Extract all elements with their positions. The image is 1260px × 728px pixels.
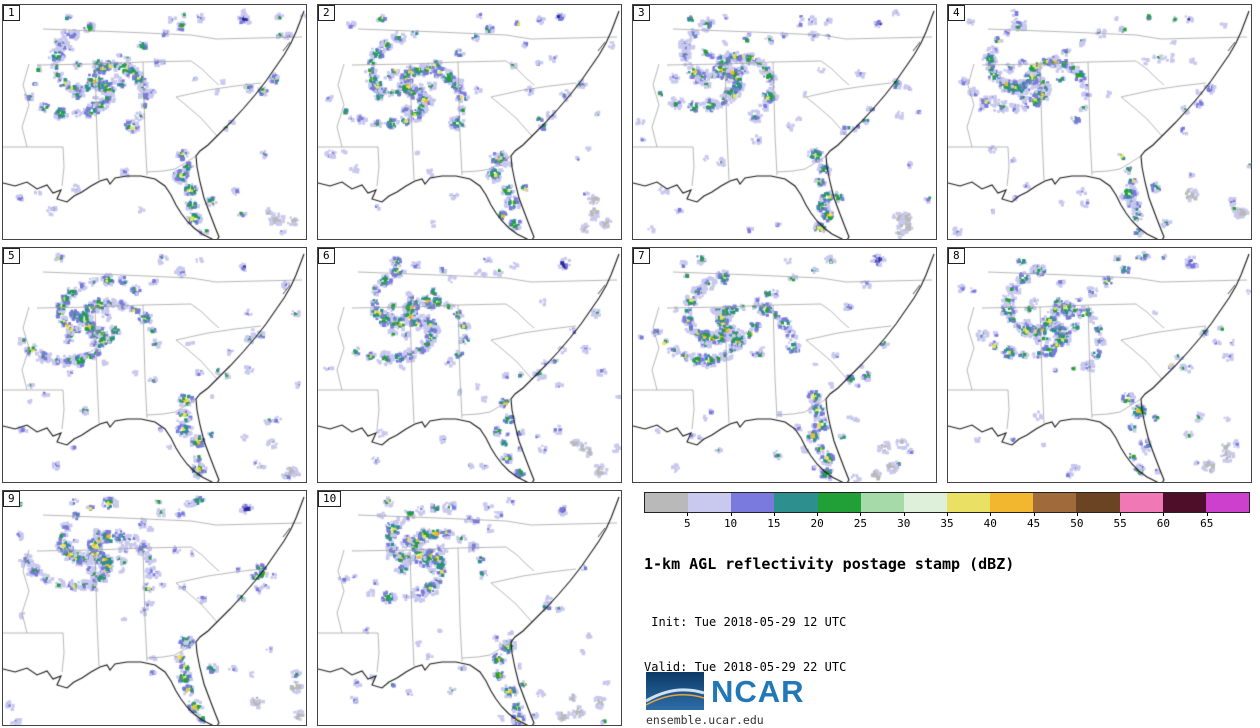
colorbar-segment [817,493,861,512]
colorbar-tick [1163,513,1165,516]
panel-number: 4 [948,5,965,21]
ensemble-member-panel: 1 [2,4,307,240]
panel-number: 9 [3,491,20,507]
colorbar-tick-label: 35 [940,517,954,530]
legend-area: 5 10 15 20 25 30 35 40 45 50 55 60 65 1-km AGL refle… [644,492,1250,727]
colorbar-segment [903,493,947,512]
colorbar-tick-label: 20 [810,517,824,530]
colorbar-tick [1033,513,1035,516]
ensemble-member-panel: 6 [317,247,622,483]
colorbar-segment [1076,493,1120,512]
reflectivity-map [633,5,936,239]
reflectivity-map [318,248,621,482]
colorbar-segment [1033,493,1077,512]
colorbar-tick [687,513,689,516]
colorbar-segment [645,493,689,512]
colorbar-tick-label: 60 [1156,517,1171,530]
colorbar-ticks: 5 10 15 20 25 30 35 40 45 50 55 60 65 [644,513,1250,531]
colorbar-segment [688,493,732,512]
ensemble-member-panel: 2 [317,4,622,240]
ensemble-member-panel: 10 [317,490,622,726]
colorbar-segment [774,493,818,512]
reflectivity-map [318,491,621,725]
panel-number: 7 [633,248,650,264]
panel-number: 2 [318,5,335,21]
panel-number: 1 [3,5,20,21]
init-valid-block: Init: Tue 2018-05-29 12 UTC Valid: Tue 2… [644,585,1250,705]
colorbar-tick-label: 40 [983,517,997,530]
panel-number: 6 [318,248,335,264]
ensemble-member-panel: 3 [632,4,937,240]
colorbar-segment [860,493,904,512]
ncar-logo-icon [646,672,704,710]
reflectivity-map [948,248,1251,482]
colorbar-segment [1205,493,1249,512]
reflectivity-map [3,248,306,482]
ensemble-member-panel: 5 [2,247,307,483]
colorbar-tick [860,513,862,516]
colorbar-tick-label: 65 [1200,517,1214,530]
branding: NCAR ensemble.ucar.edu [646,672,805,727]
colorbar-tick-label: 45 [1026,517,1041,530]
colorbar-tick-label: 50 [1070,517,1084,530]
ensemble-member-panel: 9 [2,490,307,726]
ncar-wordmark: NCAR [711,673,805,709]
colorbar-tick [990,513,992,516]
init-time: Init: Tue 2018-05-29 12 UTC [644,615,847,629]
colorbar-tick [1206,513,1208,516]
reflectivity-map [318,5,621,239]
reflectivity-map [633,248,936,482]
reflectivity-map [948,5,1251,239]
ensemble-member-panel: 8 [947,247,1252,483]
logo-row: NCAR [646,672,805,710]
colorbar-tick-label: 5 [683,517,691,530]
ensemble-member-panel: 7 [632,247,937,483]
valid-time: Valid: Tue 2018-05-29 22 UTC [644,660,847,674]
panel-number: 10 [318,491,342,507]
colorbar-tick [1120,513,1122,516]
colorbar-segment [946,493,991,512]
figure-title: 1-km AGL reflectivity postage stamp (dBZ… [644,555,1015,573]
colorbar-tick [817,513,819,516]
colorbar-tick [903,513,905,516]
colorbar-tick [1076,513,1078,516]
colorbar-tick-label: 25 [853,517,868,530]
panel-number: 3 [633,5,650,21]
reflectivity-map [3,5,306,239]
colorbar-segment [990,493,1034,512]
panel-number: 8 [948,248,965,264]
ensemble-member-panel: 4 [947,4,1252,240]
colorbar-segment [1119,493,1163,512]
colorbar-tick-label: 55 [1113,517,1127,530]
colorbar-tick [947,513,948,516]
reflectivity-map [3,491,306,725]
colorbar-tick-label: 10 [723,517,738,530]
panel-number: 5 [3,248,20,264]
colorbar-segment [731,493,775,512]
colorbar-segment [1162,493,1206,512]
colorbar-tick [730,513,732,516]
colorbar-tick-label: 30 [897,517,911,530]
colorbar [644,492,1250,513]
colorbar-tick [773,513,775,516]
site-url: ensemble.ucar.edu [646,713,764,727]
colorbar-tick-label: 15 [767,517,781,530]
